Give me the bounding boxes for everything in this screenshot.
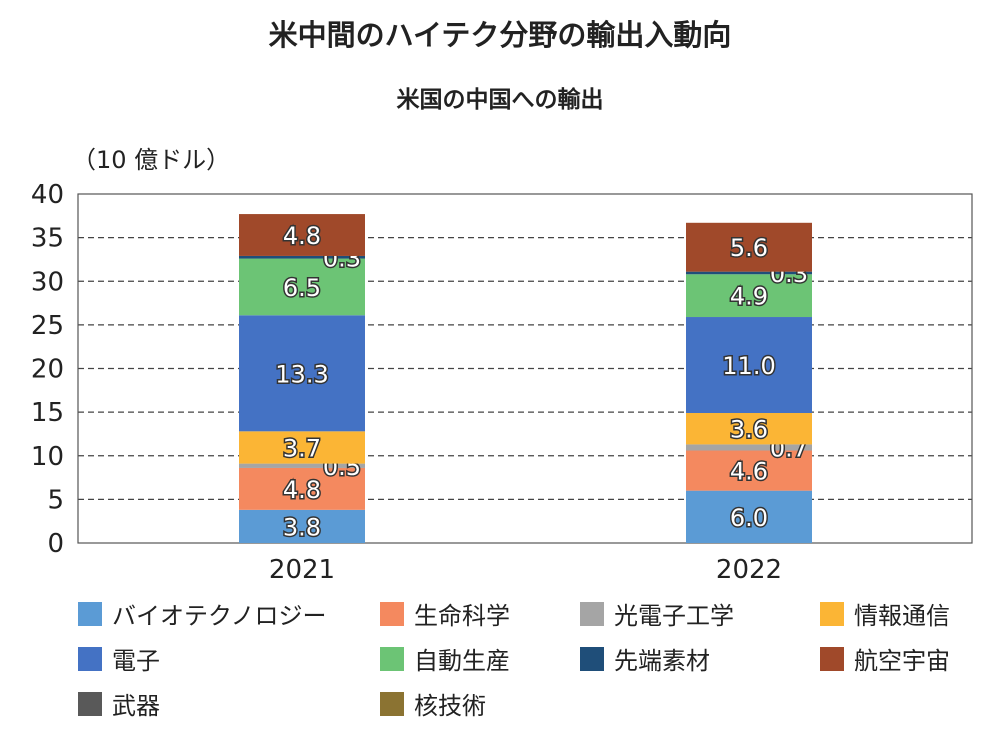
- legend-item: 航空宇宙: [820, 641, 950, 676]
- legend-item: バイオテクノロジー: [78, 596, 327, 631]
- legend-label: 先端素材: [614, 647, 710, 675]
- bar-segment: [686, 412, 812, 445]
- bar-segment: [686, 450, 812, 491]
- y-tick-label: 25: [31, 311, 64, 341]
- legend-label: 武器: [112, 692, 160, 720]
- x-tick-label: 2021: [269, 555, 335, 585]
- legend-item: 光電子工学: [580, 596, 734, 631]
- data-label: 6.5: [283, 274, 321, 302]
- legend-swatch: [380, 646, 404, 671]
- y-tick-label: 30: [31, 267, 64, 297]
- legend-item: 情報通信: [820, 596, 950, 631]
- chart-title: 米中間のハイテク分野の輸出入動向: [268, 18, 732, 52]
- legend-item: 生命科学: [380, 596, 510, 631]
- legend-label: 光電子工学: [614, 602, 734, 630]
- data-label: 3.6: [730, 416, 768, 444]
- legend-swatch: [78, 691, 102, 716]
- legend-label: 核技術: [414, 692, 486, 720]
- bar-segment: [239, 467, 365, 510]
- legend-label: 生命科学: [414, 602, 510, 630]
- data-label: 4.8: [283, 222, 321, 250]
- bar-segment: [686, 490, 812, 543]
- legend-swatch: [580, 601, 604, 626]
- data-label: 5.6: [730, 234, 768, 262]
- y-axis-unit-label: （10 億ドル）: [72, 146, 230, 174]
- bar-segment: [686, 271, 812, 275]
- data-label: 4.9: [730, 283, 768, 311]
- plot-area-frame: [77, 193, 973, 544]
- legend-label: 自動生産: [414, 647, 510, 675]
- bar-segment: [239, 509, 365, 543]
- legend-item: 先端素材: [580, 641, 710, 676]
- y-tick-label: 0: [47, 529, 64, 559]
- y-tick-label: 5: [47, 485, 64, 515]
- data-label: 3.8: [283, 513, 321, 541]
- bar-segment: [686, 274, 812, 318]
- legend-label: 情報通信: [854, 602, 950, 630]
- data-label: 4.8: [283, 476, 321, 504]
- legend-item: 武器: [78, 686, 160, 721]
- bar-segment: [686, 222, 812, 272]
- bar-segment: [686, 444, 812, 451]
- bar-segment: [686, 317, 812, 413]
- legend-swatch: [78, 646, 102, 671]
- data-label: 3.7: [283, 434, 321, 462]
- bar-segment: [239, 463, 365, 468]
- legend-label: 電子: [112, 647, 160, 675]
- data-label: 11.0: [722, 352, 775, 380]
- legend-item: 電子: [78, 641, 160, 676]
- legend-swatch: [78, 601, 102, 626]
- legend-item: 核技術: [380, 686, 486, 721]
- bar-segment: [239, 214, 365, 256]
- y-tick-label: 35: [31, 224, 64, 254]
- legend-swatch: [580, 646, 604, 671]
- y-tick-label: 10: [31, 442, 64, 472]
- legend-label: バイオテクノロジー: [112, 602, 327, 630]
- chart-subtitle: 米国の中国への輸出: [396, 87, 604, 113]
- legend-label: 航空宇宙: [854, 647, 950, 675]
- bar-segment: [239, 255, 365, 259]
- bar-segment: [239, 431, 365, 464]
- bar-segment: [239, 258, 365, 316]
- x-tick-label: 2022: [716, 555, 782, 585]
- legend-swatch: [380, 691, 404, 716]
- data-label: 4.6: [730, 458, 768, 486]
- legend-swatch: [820, 646, 844, 671]
- legend-swatch: [380, 601, 404, 626]
- data-label: 13.3: [275, 360, 328, 388]
- bar-segment: [239, 315, 365, 432]
- y-tick-label: 15: [31, 398, 64, 428]
- legend-swatch: [820, 601, 844, 626]
- legend-item: 自動生産: [380, 641, 510, 676]
- y-tick-label: 40: [31, 180, 64, 210]
- data-label: 6.0: [730, 504, 768, 532]
- y-tick-label: 20: [31, 355, 64, 385]
